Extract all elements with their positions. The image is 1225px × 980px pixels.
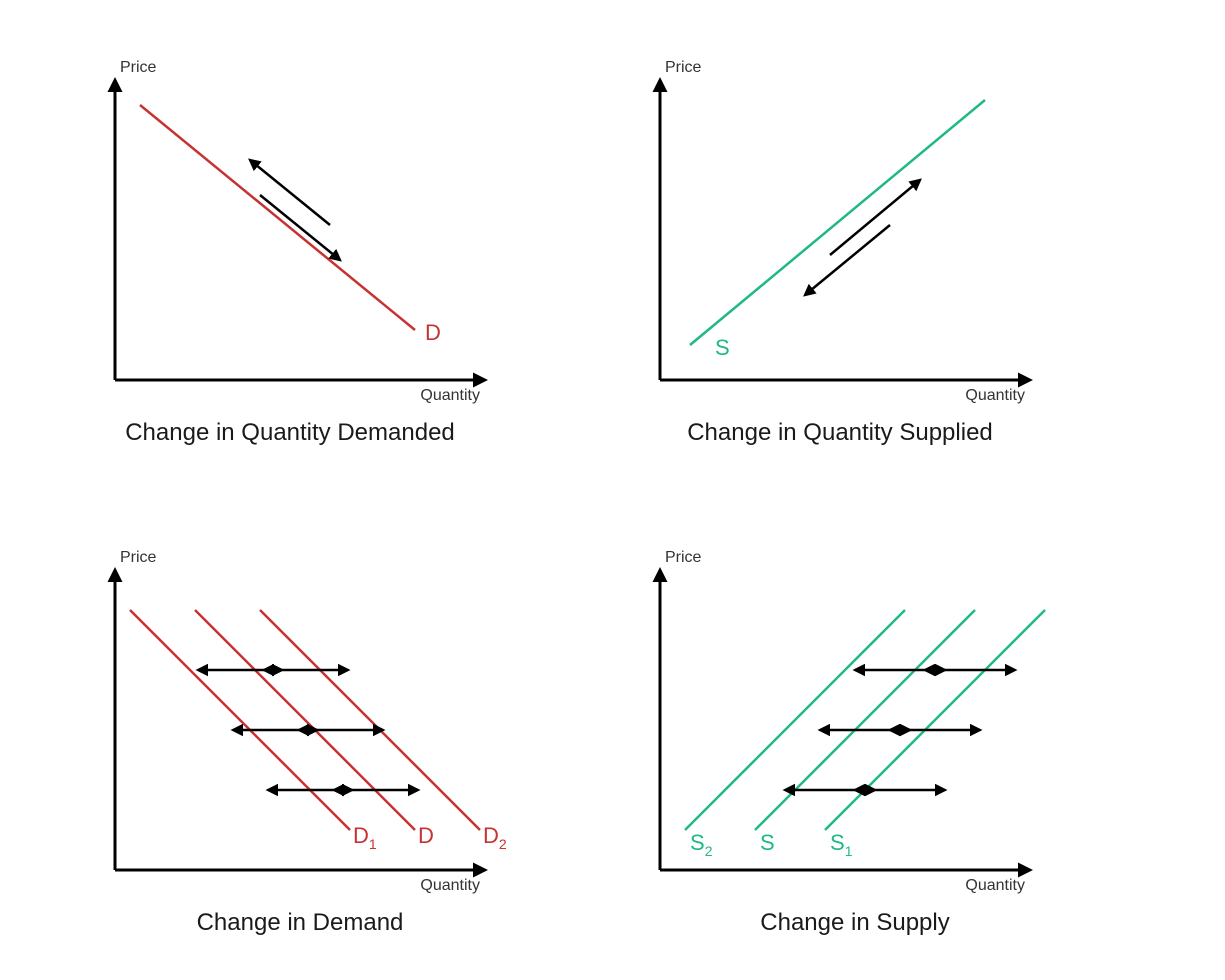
x-axis-label: Quantity — [965, 877, 1025, 894]
economics-diagram: Price Quantity D Change in Quantity Demande… — [0, 0, 1225, 980]
panel-title: Change in Quantity Demanded — [125, 419, 455, 446]
curve-label: D2 — [483, 823, 507, 852]
x-axis-label: Quantity — [420, 387, 480, 404]
x-axis-label: Quantity — [965, 387, 1025, 404]
y-axis-label: Price — [120, 59, 157, 76]
curve-line — [825, 610, 1045, 830]
curve-line — [755, 610, 975, 830]
curve-line — [130, 610, 350, 830]
curve-label: S2 — [690, 830, 713, 859]
curve-label: S — [760, 830, 775, 855]
curve-label: S1 — [830, 830, 853, 859]
movement-arrow — [805, 225, 890, 295]
panel-title: Change in Demand — [197, 909, 404, 936]
panel-title: Change in Supply — [760, 909, 949, 936]
curve-label: S — [715, 335, 730, 360]
movement-arrow — [250, 160, 330, 225]
y-axis-label: Price — [120, 549, 157, 566]
curve-line — [140, 105, 415, 330]
curve-label: D1 — [353, 823, 377, 852]
y-axis-label: Price — [665, 549, 702, 566]
curve-line — [690, 100, 985, 345]
curve-line — [195, 610, 415, 830]
curve-label: D — [425, 320, 441, 345]
curve-line — [685, 610, 905, 830]
curve-line — [260, 610, 480, 830]
curve-label: D — [418, 823, 434, 848]
y-axis-label: Price — [665, 59, 702, 76]
diagram-svg: Price Quantity D Change in Quantity Demande… — [0, 0, 1225, 980]
panel-title: Change in Quantity Supplied — [687, 419, 993, 446]
x-axis-label: Quantity — [420, 877, 480, 894]
movement-arrow — [260, 195, 340, 260]
